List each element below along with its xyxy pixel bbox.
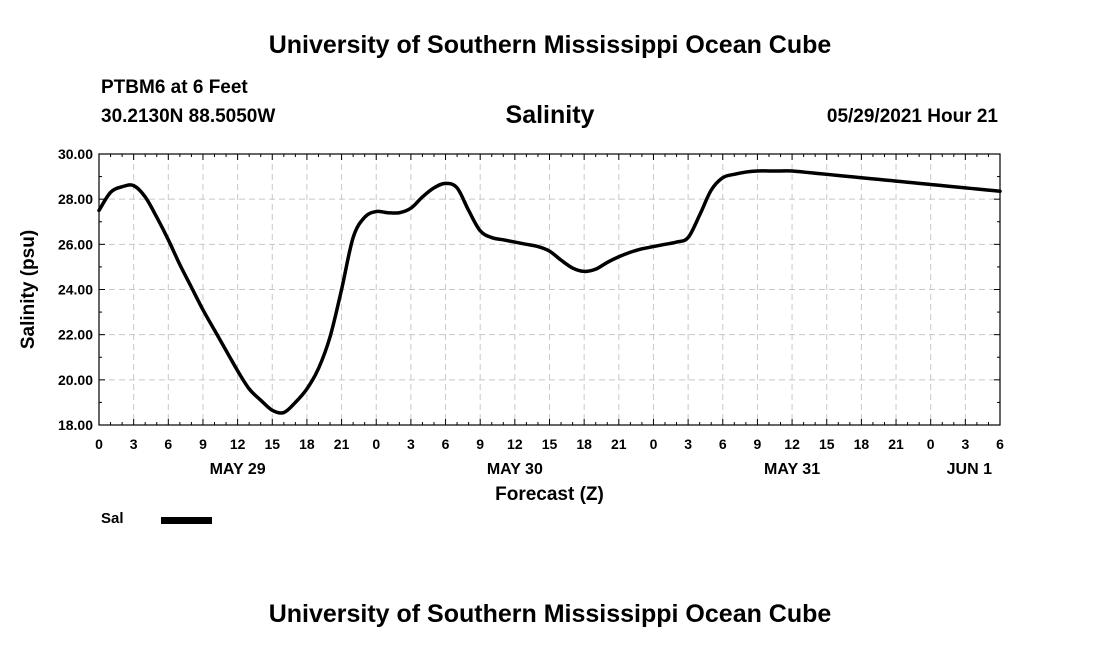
legend-swatch bbox=[161, 517, 212, 524]
x-tick-label: 21 bbox=[334, 436, 350, 452]
x-tick-label: 3 bbox=[684, 436, 692, 452]
legend-label: Sal bbox=[101, 510, 124, 527]
x-tick-label: 15 bbox=[542, 436, 558, 452]
x-tick-label: 15 bbox=[264, 436, 280, 452]
x-tick-label: 0 bbox=[927, 436, 935, 452]
date-label: MAY 31 bbox=[764, 461, 820, 478]
x-tick-label: 3 bbox=[407, 436, 415, 452]
x-tick-label: 21 bbox=[888, 436, 904, 452]
x-tick-label: 0 bbox=[95, 436, 103, 452]
x-tick-label: 0 bbox=[650, 436, 658, 452]
date-label: JUN 1 bbox=[947, 461, 992, 478]
x-tick-label: 9 bbox=[754, 436, 762, 452]
y-tick-label: 24.00 bbox=[58, 282, 93, 298]
x-tick-label: 12 bbox=[784, 436, 800, 452]
x-tick-label: 6 bbox=[442, 436, 450, 452]
x-tick-label: 3 bbox=[130, 436, 138, 452]
y-axis-title: Salinity (psu) bbox=[18, 230, 39, 349]
x-tick-label: 12 bbox=[507, 436, 523, 452]
footer-title: University of Southern Mississippi Ocean… bbox=[268, 600, 832, 628]
x-tick-label: 21 bbox=[611, 436, 627, 452]
y-tick-label: 30.00 bbox=[58, 146, 93, 162]
chart-title: University of Southern Mississippi Ocean… bbox=[268, 31, 832, 59]
coordinates-label: 30.2130N 88.5050W bbox=[101, 106, 276, 127]
x-tick-label: 6 bbox=[719, 436, 727, 452]
x-tick-label: 12 bbox=[230, 436, 246, 452]
x-tick-label: 18 bbox=[576, 436, 592, 452]
x-tick-label: 18 bbox=[854, 436, 870, 452]
y-tick-label: 20.00 bbox=[58, 372, 93, 388]
y-tick-label: 28.00 bbox=[58, 191, 93, 207]
x-tick-label: 18 bbox=[299, 436, 315, 452]
plot-frame bbox=[98, 153, 1001, 426]
x-tick-label: 6 bbox=[996, 436, 1004, 452]
x-tick-label: 3 bbox=[961, 436, 969, 452]
y-tick-label: 26.00 bbox=[58, 236, 93, 252]
x-tick-label: 15 bbox=[819, 436, 835, 452]
x-axis-title: Forecast (Z) bbox=[495, 484, 604, 505]
x-tick-label: 9 bbox=[476, 436, 484, 452]
parameter-title: Salinity bbox=[505, 101, 595, 129]
station-label: PTBM6 at 6 Feet bbox=[101, 77, 248, 98]
date-label: MAY 30 bbox=[487, 461, 543, 478]
x-tick-label: 9 bbox=[199, 436, 207, 452]
date-label: MAY 29 bbox=[210, 461, 266, 478]
x-tick-label: 6 bbox=[164, 436, 172, 452]
series-line-sal bbox=[97, 169, 1002, 415]
x-tick-label: 0 bbox=[372, 436, 380, 452]
forecast-timestamp: 05/29/2021 Hour 21 bbox=[826, 106, 998, 127]
y-tick-label: 18.00 bbox=[58, 417, 93, 433]
y-tick-label: 22.00 bbox=[58, 327, 93, 343]
